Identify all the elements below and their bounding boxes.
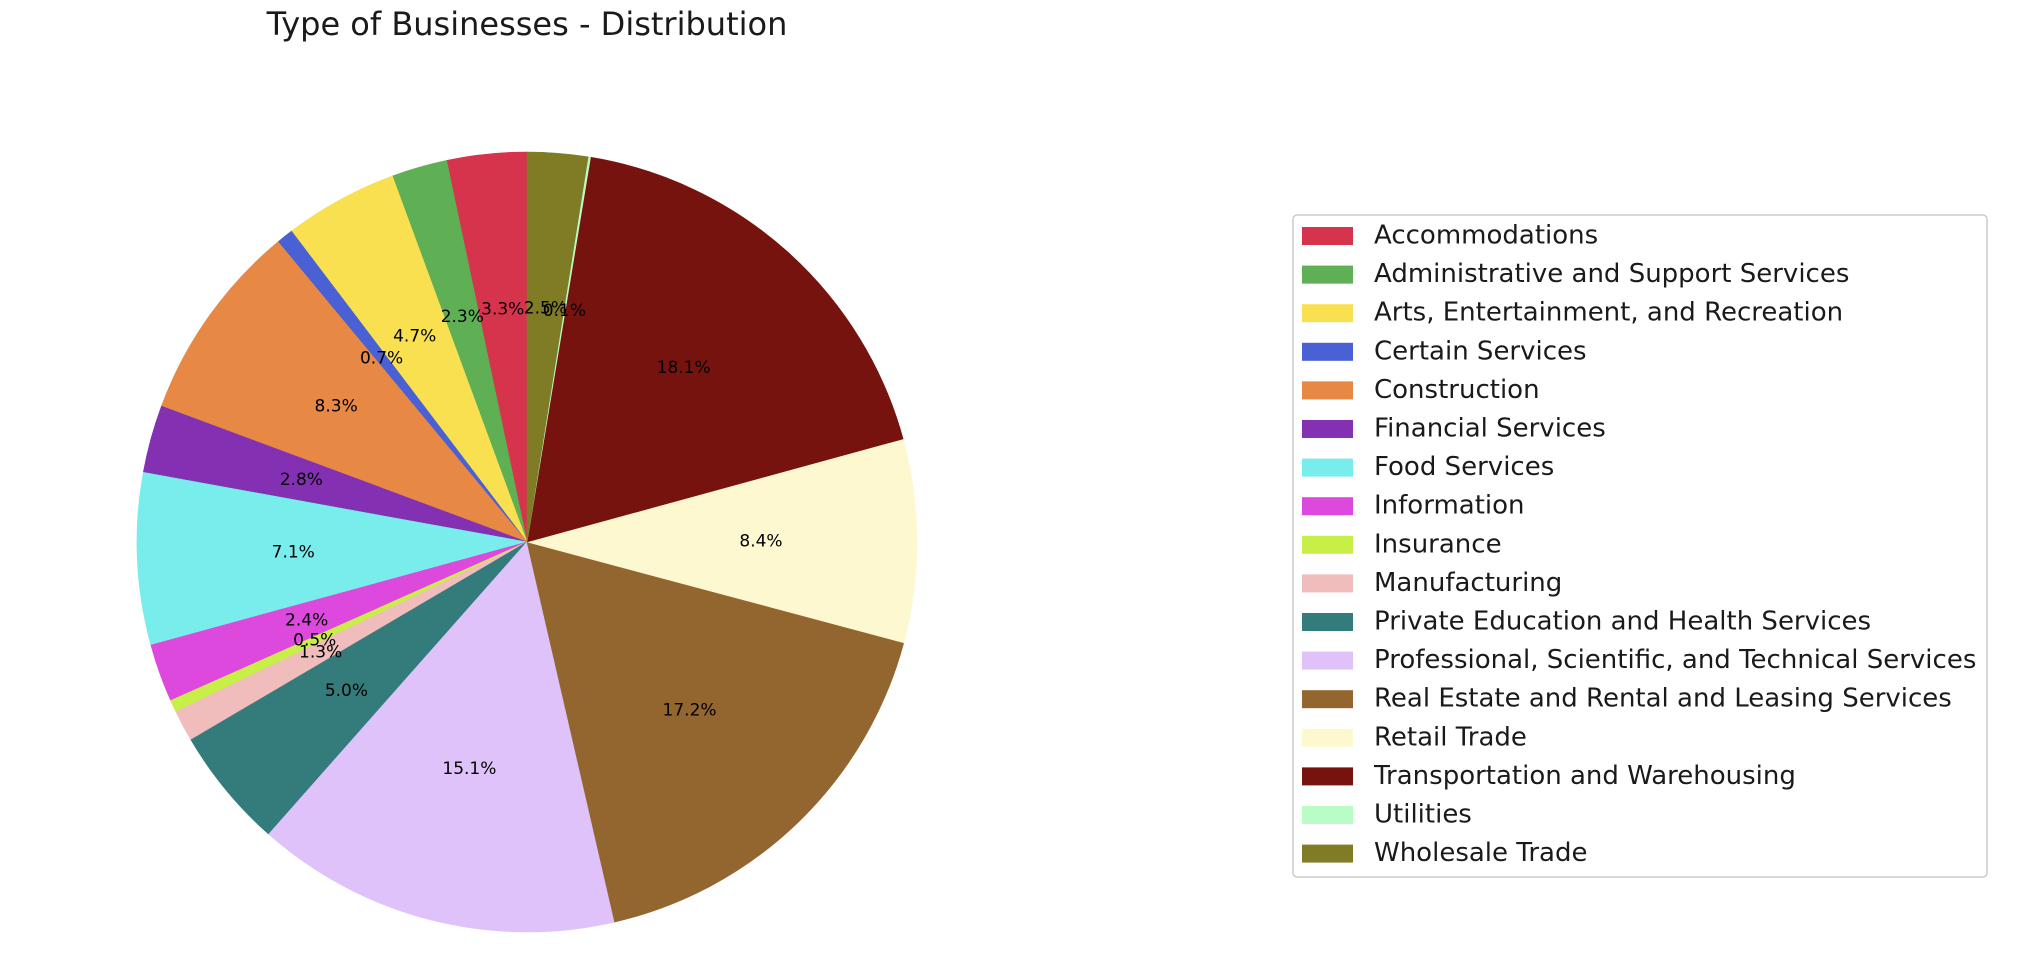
slice-label-wholesale-trade: 2.5% xyxy=(524,299,567,319)
legend-label-wholesale-trade: Wholesale Trade xyxy=(1374,838,1587,868)
legend-label-real-estate-and-rental-and-leasing-services: Real Estate and Rental and Leasing Servi… xyxy=(1374,684,1952,714)
chart-legend: Accommodations Administrative and Support… xyxy=(1292,214,1988,878)
legend-label-construction: Construction xyxy=(1374,375,1540,405)
legend-label-professional-scientific-and-technical-services: Professional, Scientific, and Technical … xyxy=(1374,645,1976,675)
slice-label-insurance: 0.5% xyxy=(293,630,336,650)
legend-swatch-financial-services xyxy=(1302,420,1353,438)
legend-swatch-food-services xyxy=(1302,458,1353,477)
legend-swatch-accommodations xyxy=(1302,227,1353,245)
pie-slices xyxy=(136,151,918,933)
slice-label-financial-services: 2.8% xyxy=(280,470,323,490)
pie-slice-food-services xyxy=(136,472,528,646)
slice-label-real-estate-and-rental-and-leasing-services: 17.2% xyxy=(663,700,717,720)
legend-label-private-education-and-health-services: Private Education and Health Services xyxy=(1374,607,1871,637)
chart-title: Type of Businesses - Distribution xyxy=(266,5,788,43)
legend-label-utilities: Utilities xyxy=(1374,800,1472,830)
legend-swatch-certain-services xyxy=(1302,342,1353,361)
slice-label-utilities: 0.1% xyxy=(543,301,586,321)
legend-swatch-transportation-and-warehousing xyxy=(1302,767,1353,786)
legend-swatch-wholesale-trade xyxy=(1302,844,1353,863)
legend-label-manufacturing: Manufacturing xyxy=(1374,568,1562,598)
slice-label-arts-entertainment-and-recreation: 4.7% xyxy=(393,327,436,347)
slice-label-retail-trade: 8.4% xyxy=(739,531,782,551)
slice-label-construction: 8.3% xyxy=(315,397,358,417)
pie-slice-professional-scientific-and-technical-services xyxy=(268,541,615,933)
legend-swatch-information xyxy=(1302,497,1353,516)
legend-label-transportation-and-warehousing: Transportation and Warehousing xyxy=(1373,761,1796,791)
slice-label-transportation-and-warehousing: 18.1% xyxy=(657,358,711,378)
pie-slice-transportation-and-warehousing xyxy=(526,156,904,543)
legend-label-information: Information xyxy=(1374,491,1525,521)
pie-slice-real-estate-and-rental-and-leasing-services xyxy=(526,541,905,923)
legend-swatch-professional-scientific-and-technical-services xyxy=(1302,651,1353,670)
slice-label-certain-services: 0.7% xyxy=(360,349,403,369)
legend-label-certain-services: Certain Services xyxy=(1374,336,1587,366)
slice-label-manufacturing: 1.3% xyxy=(299,642,342,662)
slice-label-accommodations: 3.3% xyxy=(481,299,524,319)
legend-swatch-insurance xyxy=(1302,535,1353,554)
slice-label-administrative-and-support-services: 2.3% xyxy=(441,307,484,327)
legend-swatch-retail-trade xyxy=(1302,728,1353,747)
legend-swatch-administrative-and-support-services xyxy=(1302,265,1353,284)
legend-label-arts-entertainment-and-recreation: Arts, Entertainment, and Recreation xyxy=(1374,298,1843,328)
pie-slice-retail-trade xyxy=(525,438,918,644)
legend-swatch-arts-entertainment-and-recreation xyxy=(1302,304,1353,323)
legend-swatch-manufacturing xyxy=(1302,574,1353,593)
legend-swatch-construction xyxy=(1302,381,1353,400)
slice-label-information: 2.4% xyxy=(285,611,328,631)
pie-slice-construction xyxy=(161,241,528,543)
legend-label-retail-trade: Retail Trade xyxy=(1374,722,1527,752)
legend-label-insurance: Insurance xyxy=(1374,529,1502,559)
legend-frame xyxy=(1292,214,1988,878)
legend-label-accommodations: Accommodations xyxy=(1374,221,1598,251)
slice-label-food-services: 7.1% xyxy=(272,542,315,562)
legend-swatch-real-estate-and-rental-and-leasing-services xyxy=(1302,690,1353,709)
legend-swatch-private-education-and-health-services xyxy=(1302,613,1353,631)
legend-label-administrative-and-support-services: Administrative and Support Services xyxy=(1374,259,1849,289)
legend-label-financial-services: Financial Services xyxy=(1374,414,1606,444)
slice-label-private-education-and-health-services: 5.0% xyxy=(325,681,368,701)
legend-swatch-utilities xyxy=(1302,806,1353,824)
pie-slice-wholesale-trade xyxy=(526,151,589,543)
slice-label-professional-scientific-and-technical-services: 15.1% xyxy=(442,759,496,779)
legend-label-food-services: Food Services xyxy=(1374,452,1554,482)
pie-slice-labels: 3.3%2.3%4.7%0.7% 8.3% 2.8% 7.1% 2.4%0.5%1.3%… xyxy=(272,299,783,779)
